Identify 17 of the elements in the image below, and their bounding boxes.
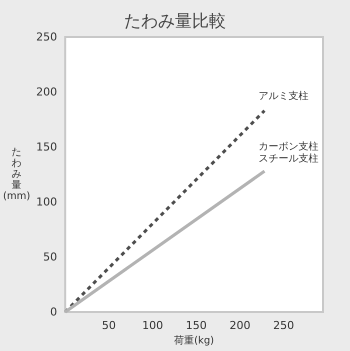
series-label: スチール支柱 [258, 152, 318, 165]
y-axis-title: たわみ量(mm) [2, 147, 30, 202]
x-tick-label: 200 [229, 319, 250, 332]
y-tick-label: 0 [50, 306, 58, 318]
y-tick-label: 100 [36, 196, 58, 208]
series-label: アルミ支柱 [258, 90, 308, 102]
x-tick-label: 50 [102, 319, 116, 332]
x-tick-label: 100 [142, 319, 164, 332]
y-tick-label: 200 [36, 86, 58, 98]
x-tick-label: 150 [186, 319, 207, 332]
chart-title: たわみ量比較 [124, 12, 226, 32]
y-tick-label: 150 [36, 140, 58, 154]
y-tick-label: 250 [36, 30, 58, 44]
y-tick-label: 50 [43, 250, 58, 264]
x-axis-title: 荷重(kg) [174, 334, 214, 346]
series-label: カーボン支柱 [258, 140, 318, 153]
x-tick-label: 250 [273, 319, 294, 332]
